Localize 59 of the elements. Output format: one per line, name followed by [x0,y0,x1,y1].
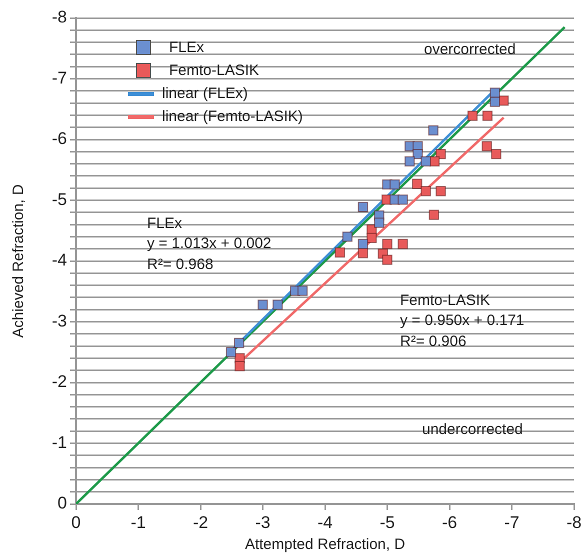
x-tick-label: -2 [192,512,208,532]
point [412,178,422,189]
point [382,254,392,265]
point [428,125,438,136]
point [490,96,500,107]
point [404,156,415,166]
point [226,347,236,358]
y-tick-label: -1 [52,432,67,452]
y-tick-label: -7 [52,68,67,88]
y-tick-label: -8 [52,8,67,27]
point [358,238,368,250]
point [390,179,400,190]
point [297,286,308,296]
annotation: Femto-LASIK y = 0.950x + 0.171 R²= 0.906 [400,291,524,352]
x-tick-label: -3 [255,512,270,532]
point [366,232,377,244]
x-tick-label: 0 [71,512,81,532]
x-tick-label: -5 [380,512,395,532]
point [234,361,245,372]
point [382,238,392,250]
y-axis-title: Achieved Refraction, D [10,184,28,338]
annotation: overcorrected [424,40,516,60]
point [342,232,353,242]
point [412,148,423,160]
point [436,186,446,196]
point [398,238,408,250]
y-tick-label: -5 [52,190,67,209]
point [420,156,431,166]
legend-label: linear (FLEx) [162,85,248,102]
point [374,218,384,228]
x-tick-label: -4 [317,512,333,532]
point [398,194,408,205]
y-tick-label: -4 [52,250,67,270]
point [482,141,492,152]
point [234,338,244,348]
legend-label: FLEx [169,39,204,56]
annotation: undercorrected [422,420,523,440]
legend-label: Femto-LASIK [169,62,260,79]
x-axis-title: Attempted Refraction, D [244,536,406,554]
annotation: FLEx y = 1.013x + 0.002 R²= 0.968 [147,214,272,274]
point [358,202,368,212]
point [491,148,502,160]
legend-label: linear (Femto-LASIK) [162,108,303,125]
y-tick-label: -2 [52,372,67,392]
x-tick-label: -8 [566,512,582,532]
point [334,247,346,258]
point [436,148,446,160]
point [272,300,283,310]
x-tick-label: -7 [504,512,520,532]
point [428,210,440,220]
point [467,110,478,121]
y-tick-label: -6 [52,129,67,148]
x-tick-label: -6 [442,512,458,532]
point [420,186,431,196]
y-tick-label: -3 [52,311,67,330]
x-tick-label: -1 [130,512,146,532]
point [258,300,268,310]
y-tick-label: 0 [58,494,67,513]
point [482,110,493,121]
